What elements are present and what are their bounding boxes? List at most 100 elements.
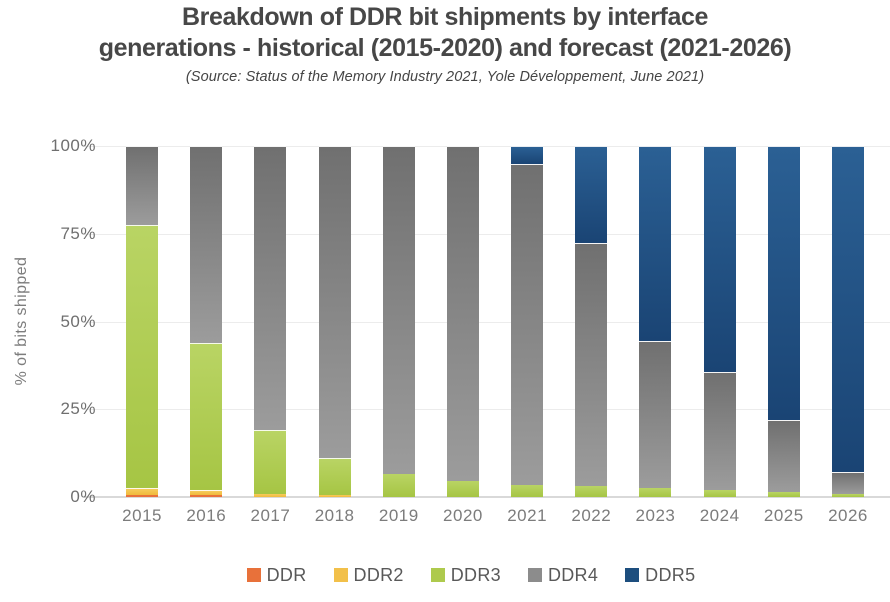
segment-ddr4-2026 bbox=[831, 472, 864, 494]
segment-ddr2-2017 bbox=[254, 493, 287, 497]
y-tick-label: 50% bbox=[60, 311, 96, 331]
legend-item-ddr4: DDR4 bbox=[527, 564, 599, 586]
bar-slot-2018 bbox=[303, 146, 367, 497]
gridline-50 bbox=[84, 321, 890, 323]
segment-ddr5-2026 bbox=[831, 146, 864, 473]
legend-label: DDR3 bbox=[450, 564, 501, 585]
x-tick-label-2021: 2021 bbox=[507, 506, 548, 525]
segment-ddr4-2018 bbox=[318, 146, 351, 459]
page-title: Breakdown of DDR bit shipments by interf… bbox=[0, 2, 890, 64]
legend-item-ddr2: DDR2 bbox=[333, 564, 404, 586]
segment-ddr5-2025 bbox=[767, 146, 800, 420]
stacked-bar-2016 bbox=[190, 146, 223, 497]
segment-ddr2-2016 bbox=[190, 490, 223, 496]
stacked-bar-2023 bbox=[639, 146, 672, 497]
x-tick-label-2019: 2019 bbox=[378, 506, 419, 525]
legend-swatch-icon bbox=[430, 568, 445, 582]
legend-label: DDR4 bbox=[547, 564, 599, 585]
segment-ddr3-2019 bbox=[382, 474, 415, 497]
bar-slot-2016 bbox=[174, 146, 238, 497]
bar-slot-2020 bbox=[431, 146, 495, 497]
x-tick-label-2025: 2025 bbox=[763, 506, 804, 525]
segment-ddr3-2017 bbox=[254, 430, 287, 494]
segment-ddr3-2016 bbox=[190, 342, 223, 490]
gridline-75 bbox=[84, 233, 890, 235]
source-subtitle: (Source: Status of the Memory Industry 2… bbox=[185, 69, 705, 85]
legend-swatch-icon bbox=[625, 568, 640, 582]
segment-ddr4-2022 bbox=[575, 242, 608, 487]
legend-swatch-icon bbox=[333, 568, 348, 582]
segment-ddr4-2016 bbox=[190, 146, 223, 343]
segment-ddr4-2015 bbox=[126, 146, 159, 225]
segment-ddr-2016 bbox=[190, 495, 223, 497]
bar-slot-2015 bbox=[110, 146, 174, 497]
segment-ddr2-2018 bbox=[318, 495, 351, 497]
segment-ddr3-2015 bbox=[126, 224, 159, 489]
bar-slot-2021 bbox=[495, 146, 559, 497]
x-tick-label-2018: 2018 bbox=[314, 506, 355, 525]
stacked-bar-2025 bbox=[767, 146, 800, 497]
x-axis-labels: 2015 2016 2017 2018 2019 2020 2021 2022 2023 2024… bbox=[110, 506, 880, 526]
gridline-0 bbox=[84, 496, 890, 498]
segment-ddr4-2023 bbox=[639, 340, 672, 489]
bar-slot-2023 bbox=[623, 146, 687, 497]
stacked-bar-2015 bbox=[126, 146, 159, 497]
segment-ddr5-2021 bbox=[511, 146, 544, 164]
segment-ddr4-2024 bbox=[703, 372, 736, 490]
gridline-25 bbox=[84, 409, 890, 411]
plot-area bbox=[0, 146, 890, 498]
segment-ddr3-2022 bbox=[575, 486, 608, 497]
stacked-bar-2021 bbox=[511, 146, 544, 497]
bar-slot-2017 bbox=[238, 146, 302, 497]
segment-ddr5-2022 bbox=[575, 146, 608, 243]
x-tick-label-2024: 2024 bbox=[699, 506, 740, 525]
legend-label: DDR5 bbox=[645, 564, 696, 585]
stacked-bar-2019 bbox=[382, 146, 415, 497]
segment-ddr3-2023 bbox=[639, 488, 672, 497]
segment-ddr3-2025 bbox=[767, 491, 800, 497]
title-line-2: generations - historical (2015-2020) and… bbox=[98, 34, 792, 62]
x-tick-label-2026: 2026 bbox=[828, 506, 868, 525]
segment-ddr4-2021 bbox=[511, 163, 544, 485]
chart-header: Breakdown of DDR bit shipments by interf… bbox=[0, 0, 890, 85]
y-tick-label: 25% bbox=[60, 399, 96, 419]
stacked-bar-2026 bbox=[831, 146, 864, 497]
x-tick-label-2017: 2017 bbox=[250, 506, 291, 525]
gridline-100 bbox=[84, 146, 890, 147]
stacked-bar-2017 bbox=[254, 146, 287, 497]
segment-ddr4-2019 bbox=[382, 146, 415, 475]
y-tick-label: 100% bbox=[50, 136, 96, 155]
x-tick-label-2023: 2023 bbox=[635, 506, 676, 525]
bar-slot-2019 bbox=[367, 146, 431, 497]
title-line-1: Breakdown of DDR bit shipments by interf… bbox=[182, 3, 708, 31]
bar-slot-2025 bbox=[752, 146, 816, 497]
segment-ddr5-2023 bbox=[639, 146, 672, 341]
x-tick-label-2022: 2022 bbox=[571, 506, 612, 525]
segment-ddr3-2020 bbox=[446, 481, 479, 497]
legend-item-ddr: DDR bbox=[246, 564, 307, 586]
stacked-bar-2022 bbox=[575, 146, 608, 497]
bar-slot-2026 bbox=[816, 146, 880, 497]
stacked-bar-2024 bbox=[703, 146, 736, 497]
stacked-bar-2020 bbox=[446, 146, 479, 497]
segment-ddr4-2025 bbox=[767, 419, 800, 492]
bar-slot-2024 bbox=[688, 146, 752, 497]
segment-ddr3-2021 bbox=[511, 484, 544, 497]
legend-swatch-icon bbox=[527, 568, 542, 582]
legend-label: DDR2 bbox=[353, 564, 404, 585]
x-tick-label-2020: 2020 bbox=[443, 506, 483, 525]
x-tick-label-2015: 2015 bbox=[122, 506, 162, 525]
y-tick-label: 0% bbox=[70, 487, 96, 506]
legend-label: DDR bbox=[266, 564, 307, 585]
segment-ddr-2015 bbox=[126, 495, 159, 497]
legend-item-ddr3: DDR3 bbox=[430, 564, 501, 586]
x-tick-label-2016: 2016 bbox=[186, 506, 227, 525]
bar-slot-2022 bbox=[559, 146, 623, 497]
segment-ddr3-2026 bbox=[831, 493, 864, 497]
legend-swatch-icon bbox=[246, 568, 261, 582]
segment-ddr4-2020 bbox=[446, 146, 479, 482]
segment-ddr5-2024 bbox=[703, 146, 736, 373]
stacked-bars bbox=[110, 146, 880, 497]
y-tick-label: 75% bbox=[60, 223, 96, 243]
segment-ddr2-2015 bbox=[126, 488, 159, 496]
